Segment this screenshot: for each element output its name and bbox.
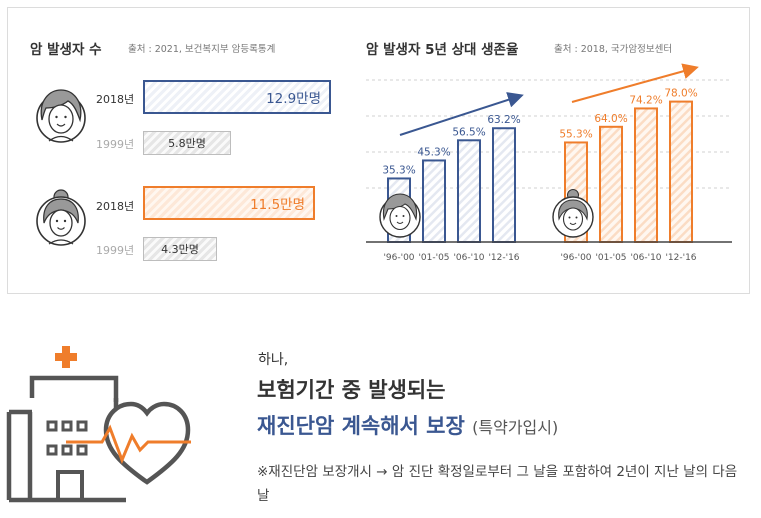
survival-category-label: '06-'10	[630, 253, 661, 263]
incidence-value-2018: 12.9만명	[266, 91, 321, 107]
survival-category-label: '12-'16	[488, 253, 519, 263]
survival-bar	[599, 125, 623, 243]
incidence-value-1999: 4.3만명	[161, 243, 199, 256]
survival-bar	[634, 107, 658, 243]
survival-category-label: '01-'05	[418, 253, 449, 263]
woman-avatar-icon	[379, 193, 421, 238]
incidence-value-1999: 5.8만명	[168, 137, 206, 150]
promo-line1: 하나,	[258, 352, 289, 368]
survival-category-label: '01-'05	[595, 253, 626, 263]
survival-bar	[422, 159, 446, 243]
incidence-bar-1999: 5.8만명	[143, 131, 231, 155]
promo-highlight: 재진단암 계속해서 보장 (특약가입시)	[257, 410, 558, 440]
statistics-panel	[7, 7, 750, 294]
year-label-1999: 1999년	[96, 138, 135, 151]
promo-note: ※재진단암 보장개시 → 암 진단 확정일로부터 그 날을 포함하여 2년이 지…	[257, 464, 738, 504]
year-label-2018: 2018년	[96, 93, 135, 106]
survival-title: 암 발생자 5년 상대 생존율	[366, 42, 519, 58]
incidence-bar-2018: 12.9만명	[143, 80, 331, 114]
incidence-value-2018: 11.5만명	[250, 197, 305, 213]
woman-avatar-icon	[36, 189, 86, 246]
hospital-heart-icon	[6, 346, 191, 503]
incidence-bar-2018: 11.5만명	[143, 186, 315, 220]
survival-value-label: 78.0%	[664, 88, 697, 100]
survival-rate-chart: 35.3% '96-'00 45.3% '01-'05 56.5% '06-'10 63.2…	[366, 63, 732, 263]
year-label-1999: 1999년	[96, 244, 135, 257]
promo-heading: 보험기간 중 발생되는	[257, 378, 446, 402]
survival-category-label: '96-'00	[560, 253, 591, 263]
trend-arrow-orange	[571, 63, 699, 103]
survival-value-label: 55.3%	[559, 128, 592, 140]
trend-arrow-blue	[399, 92, 524, 136]
survival-value-label: 56.5%	[452, 126, 485, 138]
incidence-source: 출처 : 2021, 보건복지부 암등록통계	[128, 44, 276, 55]
survival-category-label: '96-'00	[383, 253, 414, 263]
woman-avatar-icon	[36, 89, 86, 143]
survival-bar	[669, 100, 693, 243]
survival-bar	[492, 127, 516, 243]
woman-avatar-icon	[552, 189, 594, 238]
survival-value-label: 45.3%	[417, 146, 450, 158]
survival-bar	[457, 139, 481, 243]
survival-category-label: '12-'16	[665, 253, 696, 263]
survival-value-label: 74.2%	[629, 94, 662, 106]
survival-value-label: 64.0%	[594, 113, 627, 125]
survival-value-label: 35.3%	[382, 164, 415, 176]
promo-highlight-main: 재진단암 계속해서 보장	[257, 414, 465, 438]
promo-highlight-tag: (특약가입시)	[472, 418, 559, 437]
incidence-title: 암 발생자 수	[30, 42, 102, 58]
survival-value-label: 63.2%	[487, 114, 520, 126]
survival-category-label: '06-'10	[453, 253, 484, 263]
survival-source: 출처 : 2018, 국가암정보센터	[554, 44, 673, 55]
year-label-2018: 2018년	[96, 200, 135, 213]
incidence-bar-1999: 4.3만명	[143, 237, 217, 261]
